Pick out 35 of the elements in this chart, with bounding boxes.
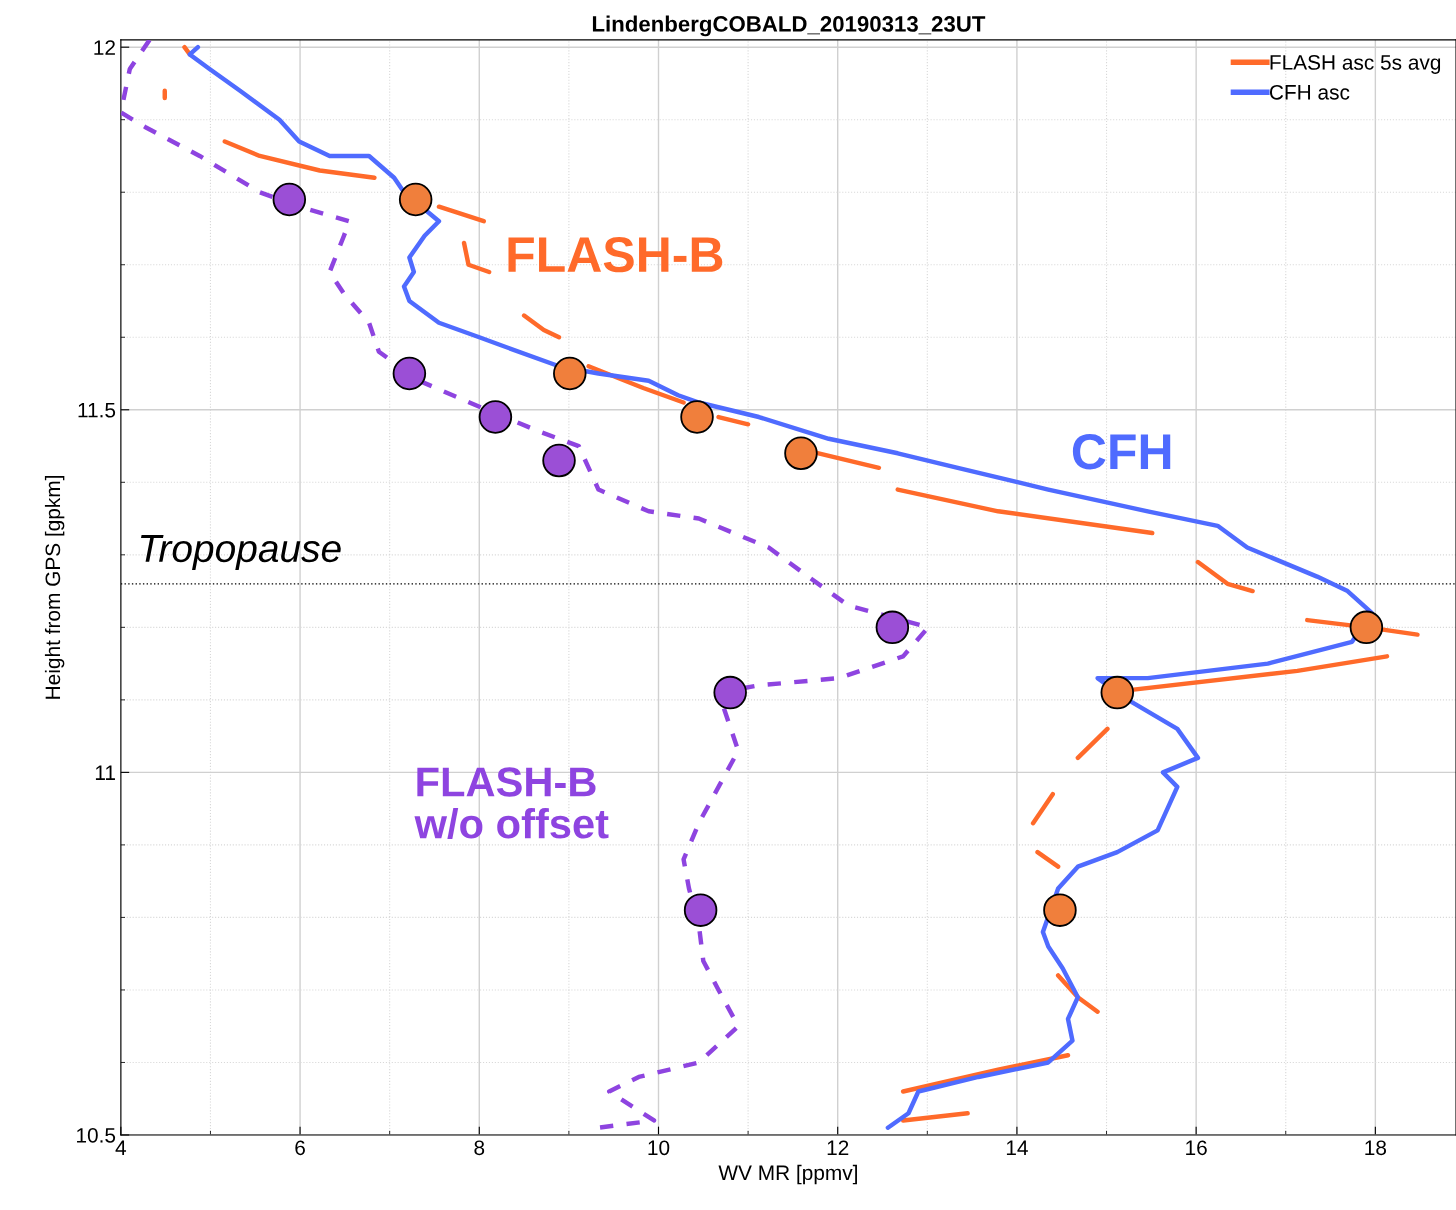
point bbox=[683, 893, 718, 927]
x-tick-label: 6 bbox=[295, 1140, 305, 1156]
legend-label: FLASH asc 5s avg bbox=[1270, 55, 1441, 74]
y-axis-title: Height from GPS [gpkm] bbox=[44, 476, 65, 699]
point bbox=[272, 182, 307, 217]
point bbox=[1100, 675, 1135, 710]
x-tick-label: 12 bbox=[827, 1140, 849, 1155]
point bbox=[875, 610, 910, 645]
x-tick-label: 10 bbox=[648, 1140, 670, 1156]
annotation: CFH bbox=[1072, 434, 1171, 470]
y-tick-label: 12 bbox=[94, 40, 115, 55]
legend-label: CFH asc bbox=[1269, 84, 1350, 100]
ref-line-label: Tropopause bbox=[141, 535, 341, 570]
point bbox=[713, 675, 747, 710]
x-tick-label: 16 bbox=[1186, 1140, 1207, 1156]
y-tick-label: 10.5 bbox=[77, 1127, 116, 1143]
x-tick-label: 14 bbox=[1006, 1140, 1028, 1155]
point bbox=[553, 356, 587, 391]
y-tick-label: 11.5 bbox=[78, 403, 116, 418]
point bbox=[392, 356, 427, 391]
point bbox=[542, 443, 576, 478]
x-tick-label: 18 bbox=[1365, 1140, 1387, 1156]
x-tick-label: 8 bbox=[474, 1140, 485, 1156]
chart-title: LindenbergCOBALD_20190313_23UT bbox=[592, 15, 986, 37]
point bbox=[478, 400, 513, 434]
point bbox=[1349, 610, 1384, 645]
annotation: FLASH-B bbox=[508, 236, 723, 273]
x-axis-title: WV MR [ppmv] bbox=[718, 1164, 857, 1185]
point bbox=[784, 436, 818, 471]
y-tick-label: 11 bbox=[95, 765, 115, 780]
annotation: FLASH-B w/o offset bbox=[414, 767, 609, 839]
x-tick-label: 4 bbox=[115, 1140, 127, 1155]
point bbox=[1043, 893, 1077, 927]
point bbox=[398, 182, 433, 217]
point bbox=[680, 400, 714, 434]
